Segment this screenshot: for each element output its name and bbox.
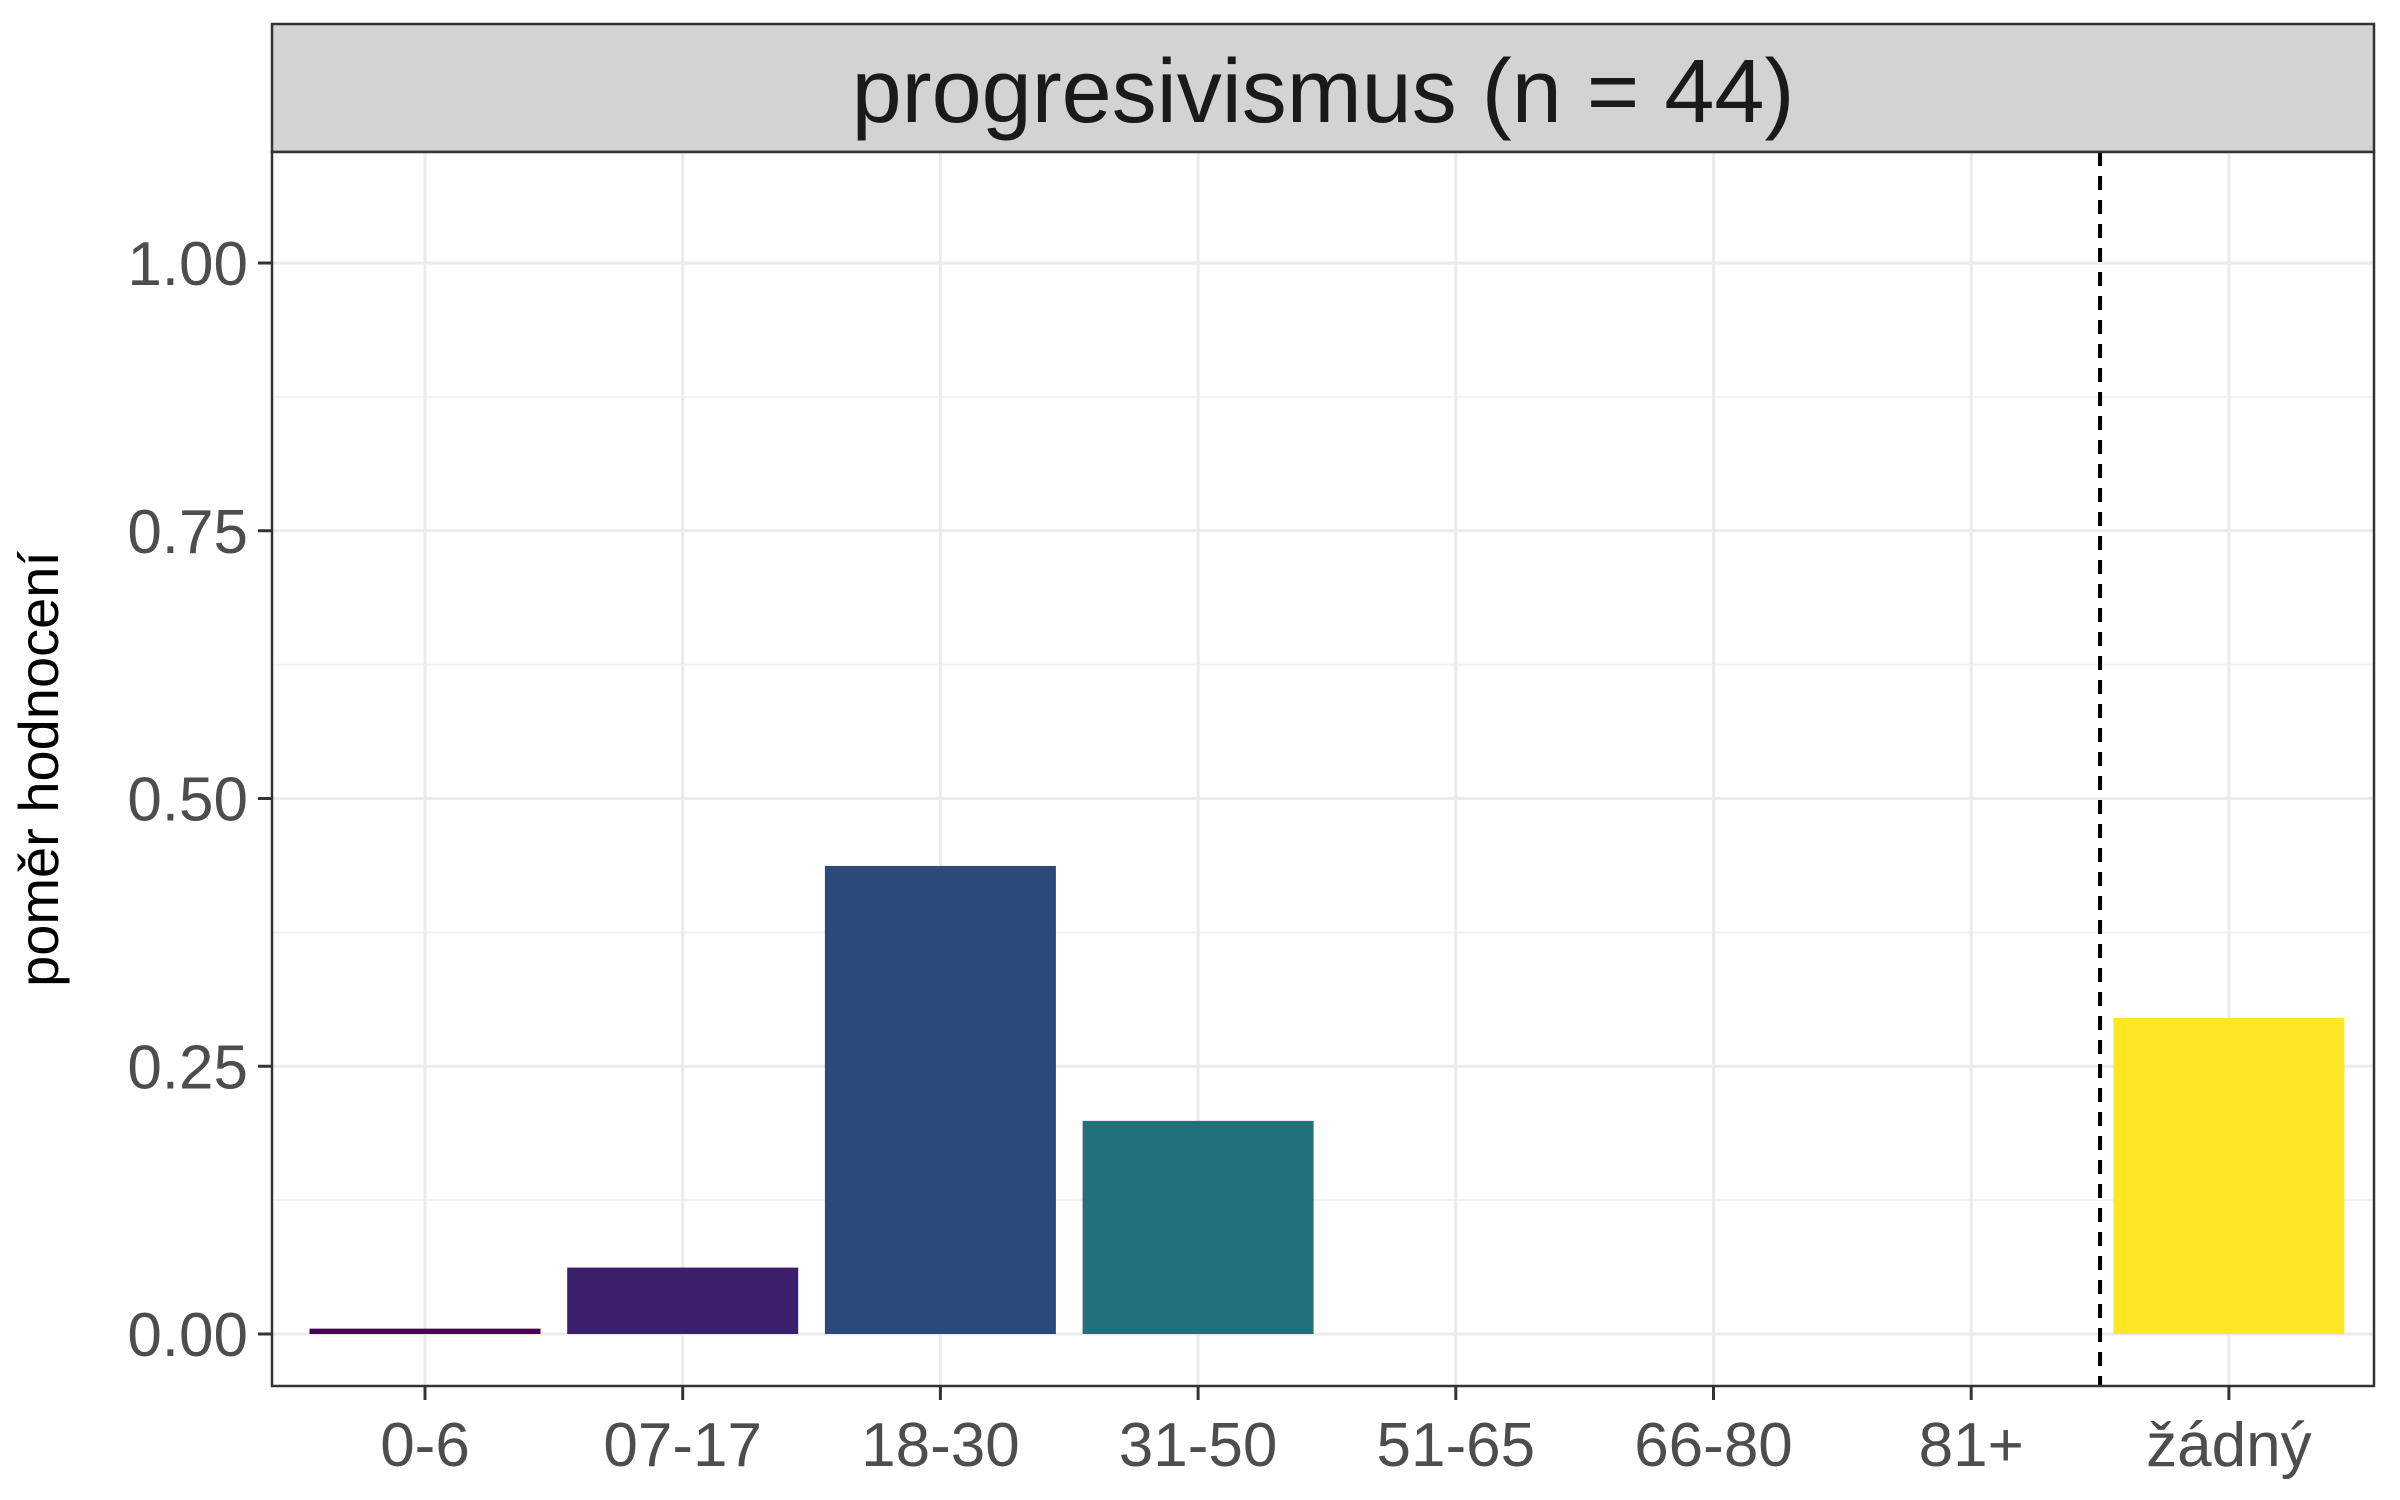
bar-07-17 (567, 1267, 799, 1334)
bar-18-30 (824, 865, 1056, 1334)
x-tick-label: žádný (2146, 1411, 2311, 1480)
x-tick-label: 18-30 (861, 1411, 1020, 1480)
x-tick-label: 81+ (1919, 1411, 2024, 1480)
bars (309, 865, 2345, 1334)
x-tick-label: 31-50 (1119, 1411, 1278, 1480)
bar-31-50 (1082, 1120, 1314, 1334)
x-axis: 0-6 07-17 18-30 31-50 51-65 66-80 81+ žádný (380, 1386, 2312, 1480)
x-tick-label: 0-6 (380, 1411, 470, 1480)
grid-minor (272, 395, 2374, 1202)
bar-žádný (2113, 1018, 2345, 1334)
plot-panel (272, 152, 2374, 1386)
chart-title: progresivismus (n = 44) (852, 42, 1795, 142)
y-tick-label: 0.50 (127, 766, 248, 835)
y-tick-label: 1.00 (127, 230, 248, 299)
x-tick-label: 51-65 (1377, 1411, 1536, 1480)
bar-0-6 (309, 1328, 541, 1334)
facet-strip (270, 22, 2376, 154)
y-axis-title: poměr hodnocení (7, 551, 70, 987)
panel-border (270, 150, 2376, 1388)
y-axis: 0.00 0.25 0.50 0.75 1.00 (127, 230, 272, 1370)
y-tick-label: 0.00 (127, 1301, 248, 1370)
x-tick-label: 07-17 (603, 1411, 762, 1480)
y-tick-label: 0.75 (127, 498, 248, 567)
y-tick-label: 0.25 (127, 1033, 248, 1102)
grid-major (272, 152, 2374, 1386)
x-tick-label: 66-80 (1634, 1411, 1793, 1480)
